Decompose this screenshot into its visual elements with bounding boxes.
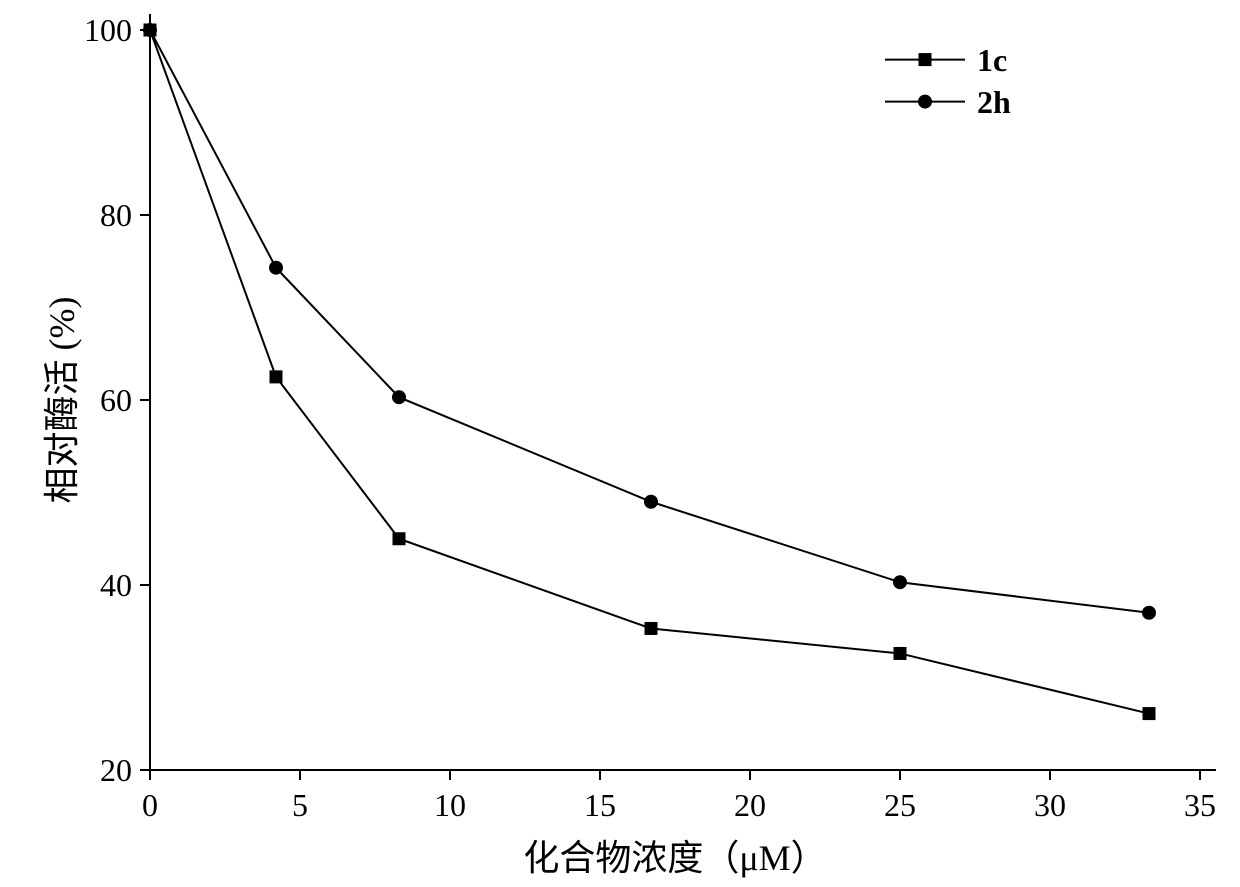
x-tick-label: 10	[434, 787, 466, 823]
x-axis-title: 化合物浓度（μM）	[523, 838, 826, 878]
marker-circle	[894, 576, 907, 589]
x-tick-label: 30	[1034, 787, 1066, 823]
marker-circle	[645, 495, 658, 508]
marker-square	[1143, 708, 1155, 720]
marker-square	[645, 622, 657, 634]
marker-square	[393, 533, 405, 545]
x-tick-label: 25	[884, 787, 916, 823]
x-tick-label: 35	[1184, 787, 1216, 823]
x-tick-label: 5	[292, 787, 308, 823]
line-chart: 0 5 10 15 20 25 30 35 20 40 60 80 100 化合物浓度（μM） 相对酶活 (…	[0, 0, 1240, 887]
marker-circle	[270, 261, 283, 274]
marker-circle	[1143, 606, 1156, 619]
marker-circle	[144, 24, 157, 37]
marker-square	[919, 54, 931, 66]
y-tick-label: 20	[100, 752, 132, 788]
marker-circle	[393, 391, 406, 404]
y-tick-label: 60	[100, 382, 132, 418]
marker-square	[894, 647, 906, 659]
x-tick-label: 15	[584, 787, 616, 823]
legend-label: 1c	[977, 42, 1007, 78]
y-tick-label: 100	[84, 12, 132, 48]
y-tick-label: 40	[100, 567, 132, 603]
legend-label: 2h	[977, 84, 1011, 120]
marker-square	[270, 371, 282, 383]
y-tick-label: 80	[100, 197, 132, 233]
y-axis-title: 相对酶活 (%)	[42, 297, 82, 504]
chart-container: 0 5 10 15 20 25 30 35 20 40 60 80 100 化合物浓度（μM） 相对酶活 (…	[0, 0, 1240, 887]
x-tick-label: 20	[734, 787, 766, 823]
x-tick-label: 0	[142, 787, 158, 823]
marker-circle	[919, 95, 932, 108]
